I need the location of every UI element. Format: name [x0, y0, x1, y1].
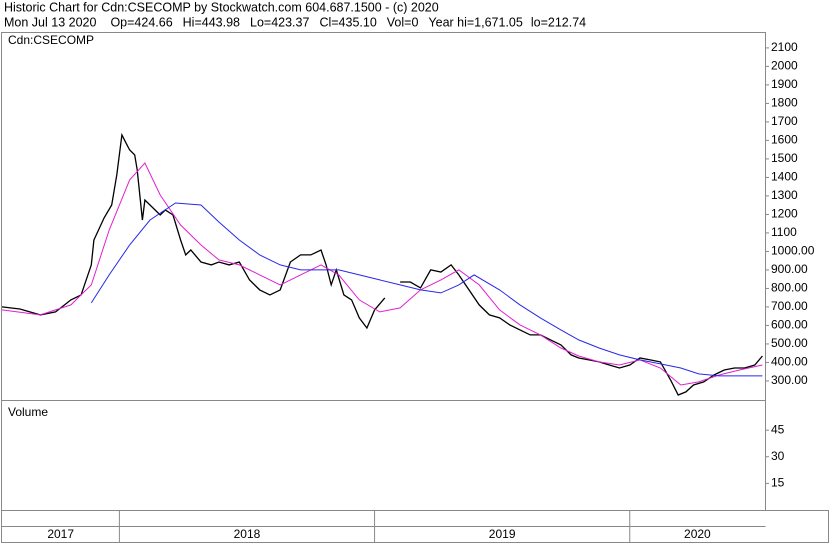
subtitle-item: Lo=423.37: [250, 15, 309, 29]
y-tick-label: 900.00: [771, 262, 808, 276]
x-tick-label: 2017: [47, 527, 74, 541]
y-tick-label: 1300: [771, 188, 798, 202]
y-tick-label: 1000.00: [771, 244, 815, 258]
y-tick-label: 2000: [771, 59, 798, 73]
y-tick-label: 600.00: [771, 318, 808, 332]
subtitle-item: lo=212.74: [531, 15, 586, 29]
y-tick-label: 1500: [771, 151, 798, 165]
y-tick-label: 1200: [771, 207, 798, 221]
symbol-label: Cdn:CSECOMP: [8, 33, 94, 47]
y-tick-label: 1800: [771, 96, 798, 110]
subtitle-item: Mon Jul 13 2020: [4, 15, 96, 29]
price-line: [90, 202, 763, 377]
y-tick-label: 1700: [771, 114, 798, 128]
y-tick-label: 1600: [771, 133, 798, 147]
subtitle: Mon Jul 13 2020 Op=424.66 Hi=443.98 Lo=423.…: [4, 15, 586, 29]
y-tick-label: 700.00: [771, 299, 808, 313]
chart-title: Historic Chart for Cdn:CSECOMP by Stockw…: [4, 0, 439, 14]
y-tick-label: 1400: [771, 170, 798, 184]
subtitle-item: Year hi=1,671.05: [428, 15, 522, 29]
y-tick-label: 400.00: [771, 355, 808, 369]
y-tick-label: 800.00: [771, 281, 808, 295]
price-line: [1, 162, 763, 386]
x-tick-label: 2020: [684, 527, 711, 541]
y-tick-label: 45: [771, 422, 785, 436]
y-tick-label: 1900: [771, 77, 798, 91]
y-tick-label: 1100: [771, 225, 797, 239]
y-tick-label: 500.00: [771, 336, 808, 350]
y-tick-label: 15: [771, 476, 785, 490]
y-tick-label: 2100: [771, 40, 798, 54]
subtitle-item: Vol=0: [387, 15, 419, 29]
subtitle-item: Cl=435.10: [319, 15, 376, 29]
y-tick-label: 30: [771, 449, 785, 463]
volume-label: Volume: [8, 405, 48, 419]
subtitle-item: Hi=443.98: [183, 15, 240, 29]
subtitle-item: Op=424.66: [110, 15, 172, 29]
x-tick-label: 2019: [489, 527, 516, 541]
x-tick-label: 2018: [234, 527, 261, 541]
y-tick-label: 300.00: [771, 373, 808, 387]
